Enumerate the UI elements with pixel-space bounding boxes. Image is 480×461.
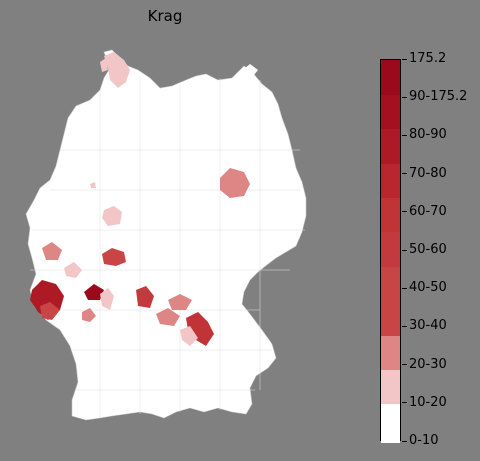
district-west-center <box>102 206 122 226</box>
legend-swatch <box>381 197 400 233</box>
legend-swatch <box>381 404 400 443</box>
legend-swatch <box>381 335 400 371</box>
district-small-2 <box>82 308 96 322</box>
district-rheinpfalz <box>84 284 104 300</box>
legend-tick <box>402 134 407 136</box>
legend-label: 40-50 <box>409 280 447 296</box>
district-saar-2 <box>40 302 60 320</box>
legend-tick <box>402 96 407 98</box>
district-bavaria-east <box>186 312 214 346</box>
legend-label: 90-175.2 <box>409 89 468 105</box>
legend-label: 20-30 <box>409 356 447 372</box>
legend-tick <box>402 325 407 327</box>
legend-tick <box>402 402 407 404</box>
district-north-small <box>100 58 108 72</box>
legend-label: 0-10 <box>409 433 439 448</box>
legend-tick <box>402 211 407 213</box>
legend-swatch <box>381 369 400 405</box>
district-small-dot <box>90 182 96 188</box>
legend-tick <box>402 58 407 60</box>
legend-swatch <box>381 232 400 267</box>
germany-outline <box>25 49 307 421</box>
legend-swatch <box>381 128 400 164</box>
legend-label: 10-20 <box>409 394 447 410</box>
legend-swatch <box>381 163 400 199</box>
district-nuernberg <box>168 294 192 310</box>
district-borders <box>30 76 305 418</box>
legend-swatch <box>381 60 400 95</box>
legend-label: 175.2 <box>409 51 447 66</box>
district-schleswig <box>104 52 130 88</box>
legend-tick <box>402 440 407 442</box>
district-west-2 <box>64 262 82 278</box>
legend-label: 60-70 <box>409 203 447 219</box>
legend-label: 70-80 <box>409 165 447 181</box>
legend-tick <box>402 249 407 251</box>
legend-swatch <box>381 300 400 336</box>
color-legend <box>380 59 401 443</box>
district-mannheim <box>100 288 114 310</box>
legend-tick <box>402 287 407 289</box>
district-franken <box>136 286 154 308</box>
legend-label: 50-60 <box>409 242 447 257</box>
district-west-1 <box>42 242 62 260</box>
legend-swatch <box>381 94 400 130</box>
legend-swatch <box>381 266 400 302</box>
coast-island <box>240 64 258 80</box>
legend-tick <box>402 173 407 175</box>
district-hessen <box>102 248 126 266</box>
district-oberpfalz <box>156 308 180 326</box>
district-bavaria-south <box>180 326 198 346</box>
legend-label: 80-90 <box>409 127 447 143</box>
germany-map <box>25 49 307 421</box>
legend-tick <box>402 364 407 366</box>
district-east <box>220 168 250 198</box>
map-title: Krag <box>147 7 183 25</box>
legend-label: 30-40 <box>409 318 447 334</box>
